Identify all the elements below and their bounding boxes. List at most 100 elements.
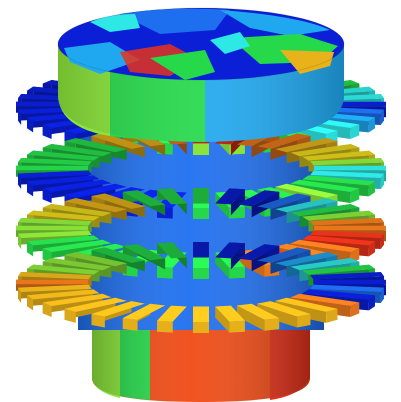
tooth-front xyxy=(350,124,360,140)
tooth-top xyxy=(91,301,145,317)
tooth-top xyxy=(275,252,338,267)
tooth-front xyxy=(380,109,385,125)
tooth-front xyxy=(368,181,375,197)
tooth-top xyxy=(64,183,127,198)
tooth-top xyxy=(16,165,88,171)
tooth-front xyxy=(193,268,209,279)
tooth-top xyxy=(257,301,311,317)
tooth-top xyxy=(122,244,166,261)
tooth-top xyxy=(157,242,187,259)
tooth-side xyxy=(215,192,230,219)
tooth-top xyxy=(215,188,245,205)
tooth-front xyxy=(380,287,385,303)
tooth-top xyxy=(27,150,100,161)
bottom-cylinder xyxy=(92,318,310,402)
tooth-top xyxy=(42,143,112,157)
tooth-top xyxy=(42,179,112,193)
tooth-top xyxy=(17,230,92,238)
tooth-front xyxy=(42,188,52,204)
tooth-front xyxy=(193,144,209,155)
tooth-top xyxy=(42,239,112,253)
tooth-front xyxy=(229,266,245,279)
tooth-top xyxy=(310,158,385,166)
tooth-top xyxy=(17,218,92,226)
tooth-top xyxy=(290,143,360,157)
tooth-front xyxy=(157,320,173,333)
tooth-top xyxy=(193,242,209,258)
tooth-top xyxy=(257,247,311,263)
tooth-top xyxy=(310,272,385,280)
tooth-top xyxy=(91,247,145,263)
tooth-top xyxy=(42,203,112,217)
tooth-top xyxy=(257,193,311,209)
tooth-front xyxy=(17,233,22,249)
tooth-top xyxy=(215,305,245,322)
tooth-front xyxy=(42,124,52,140)
tooth-side xyxy=(236,305,265,331)
tooth-top xyxy=(275,297,338,312)
tooth-top xyxy=(236,190,280,207)
tooth-top xyxy=(16,279,88,285)
tooth-top xyxy=(27,289,100,300)
tooth-side xyxy=(215,306,230,333)
tooth-top xyxy=(290,179,360,193)
tooth-front xyxy=(368,117,375,133)
tooth-top xyxy=(236,303,280,320)
tooth-front xyxy=(42,302,52,318)
tooth-top xyxy=(122,190,166,207)
tooth-front xyxy=(122,318,138,331)
tooth-top xyxy=(290,239,360,253)
tooth-top xyxy=(302,235,375,246)
tooth-top xyxy=(157,305,187,322)
tooth-top xyxy=(27,175,100,186)
tooth-top xyxy=(27,235,100,246)
tooth-top xyxy=(310,170,385,178)
tooth-top xyxy=(310,218,385,226)
tooth-top xyxy=(64,198,127,213)
tooth-front xyxy=(350,302,360,318)
tooth-front xyxy=(157,266,173,279)
tooth-top xyxy=(193,188,209,204)
tooth-top xyxy=(302,175,375,186)
tooth-front xyxy=(193,322,209,333)
tooth-top xyxy=(64,297,127,312)
tooth-front xyxy=(380,233,385,249)
tooth-top xyxy=(275,198,338,213)
tooth-top xyxy=(91,193,145,209)
tooth-front xyxy=(229,320,245,333)
tooth-top xyxy=(302,289,375,300)
tooth-top xyxy=(27,264,100,275)
tooth-front xyxy=(17,173,22,189)
tooth-top xyxy=(91,133,145,149)
tooth-top xyxy=(302,264,375,275)
tooth-front xyxy=(17,109,22,125)
tooth-side xyxy=(215,252,230,279)
tooth-front xyxy=(368,295,375,311)
tooth-top xyxy=(310,284,385,292)
tooth-front xyxy=(64,308,76,323)
tooth-top xyxy=(42,257,112,271)
tooth-top xyxy=(314,165,386,171)
tooth-top xyxy=(64,138,127,153)
tooth-top xyxy=(215,242,245,259)
tooth-front xyxy=(17,287,22,303)
tooth-front xyxy=(297,314,311,328)
tooth-front xyxy=(27,181,34,197)
tooth-top xyxy=(27,210,100,221)
tooth-top xyxy=(290,293,360,307)
top-cylinder-cap xyxy=(57,7,345,81)
tooth-top xyxy=(275,138,338,153)
tooth-top xyxy=(310,230,385,238)
tooth-top xyxy=(236,244,280,261)
tooth-top xyxy=(17,158,92,166)
tooth-top xyxy=(314,279,386,285)
tooth-top xyxy=(302,210,375,221)
tooth-top xyxy=(314,225,386,231)
tooth-top xyxy=(290,257,360,271)
tooth-front xyxy=(27,295,34,311)
tooth-front xyxy=(27,241,34,257)
tooth-top xyxy=(42,293,112,307)
tooth-front xyxy=(350,188,360,204)
tooth-front xyxy=(193,208,209,219)
